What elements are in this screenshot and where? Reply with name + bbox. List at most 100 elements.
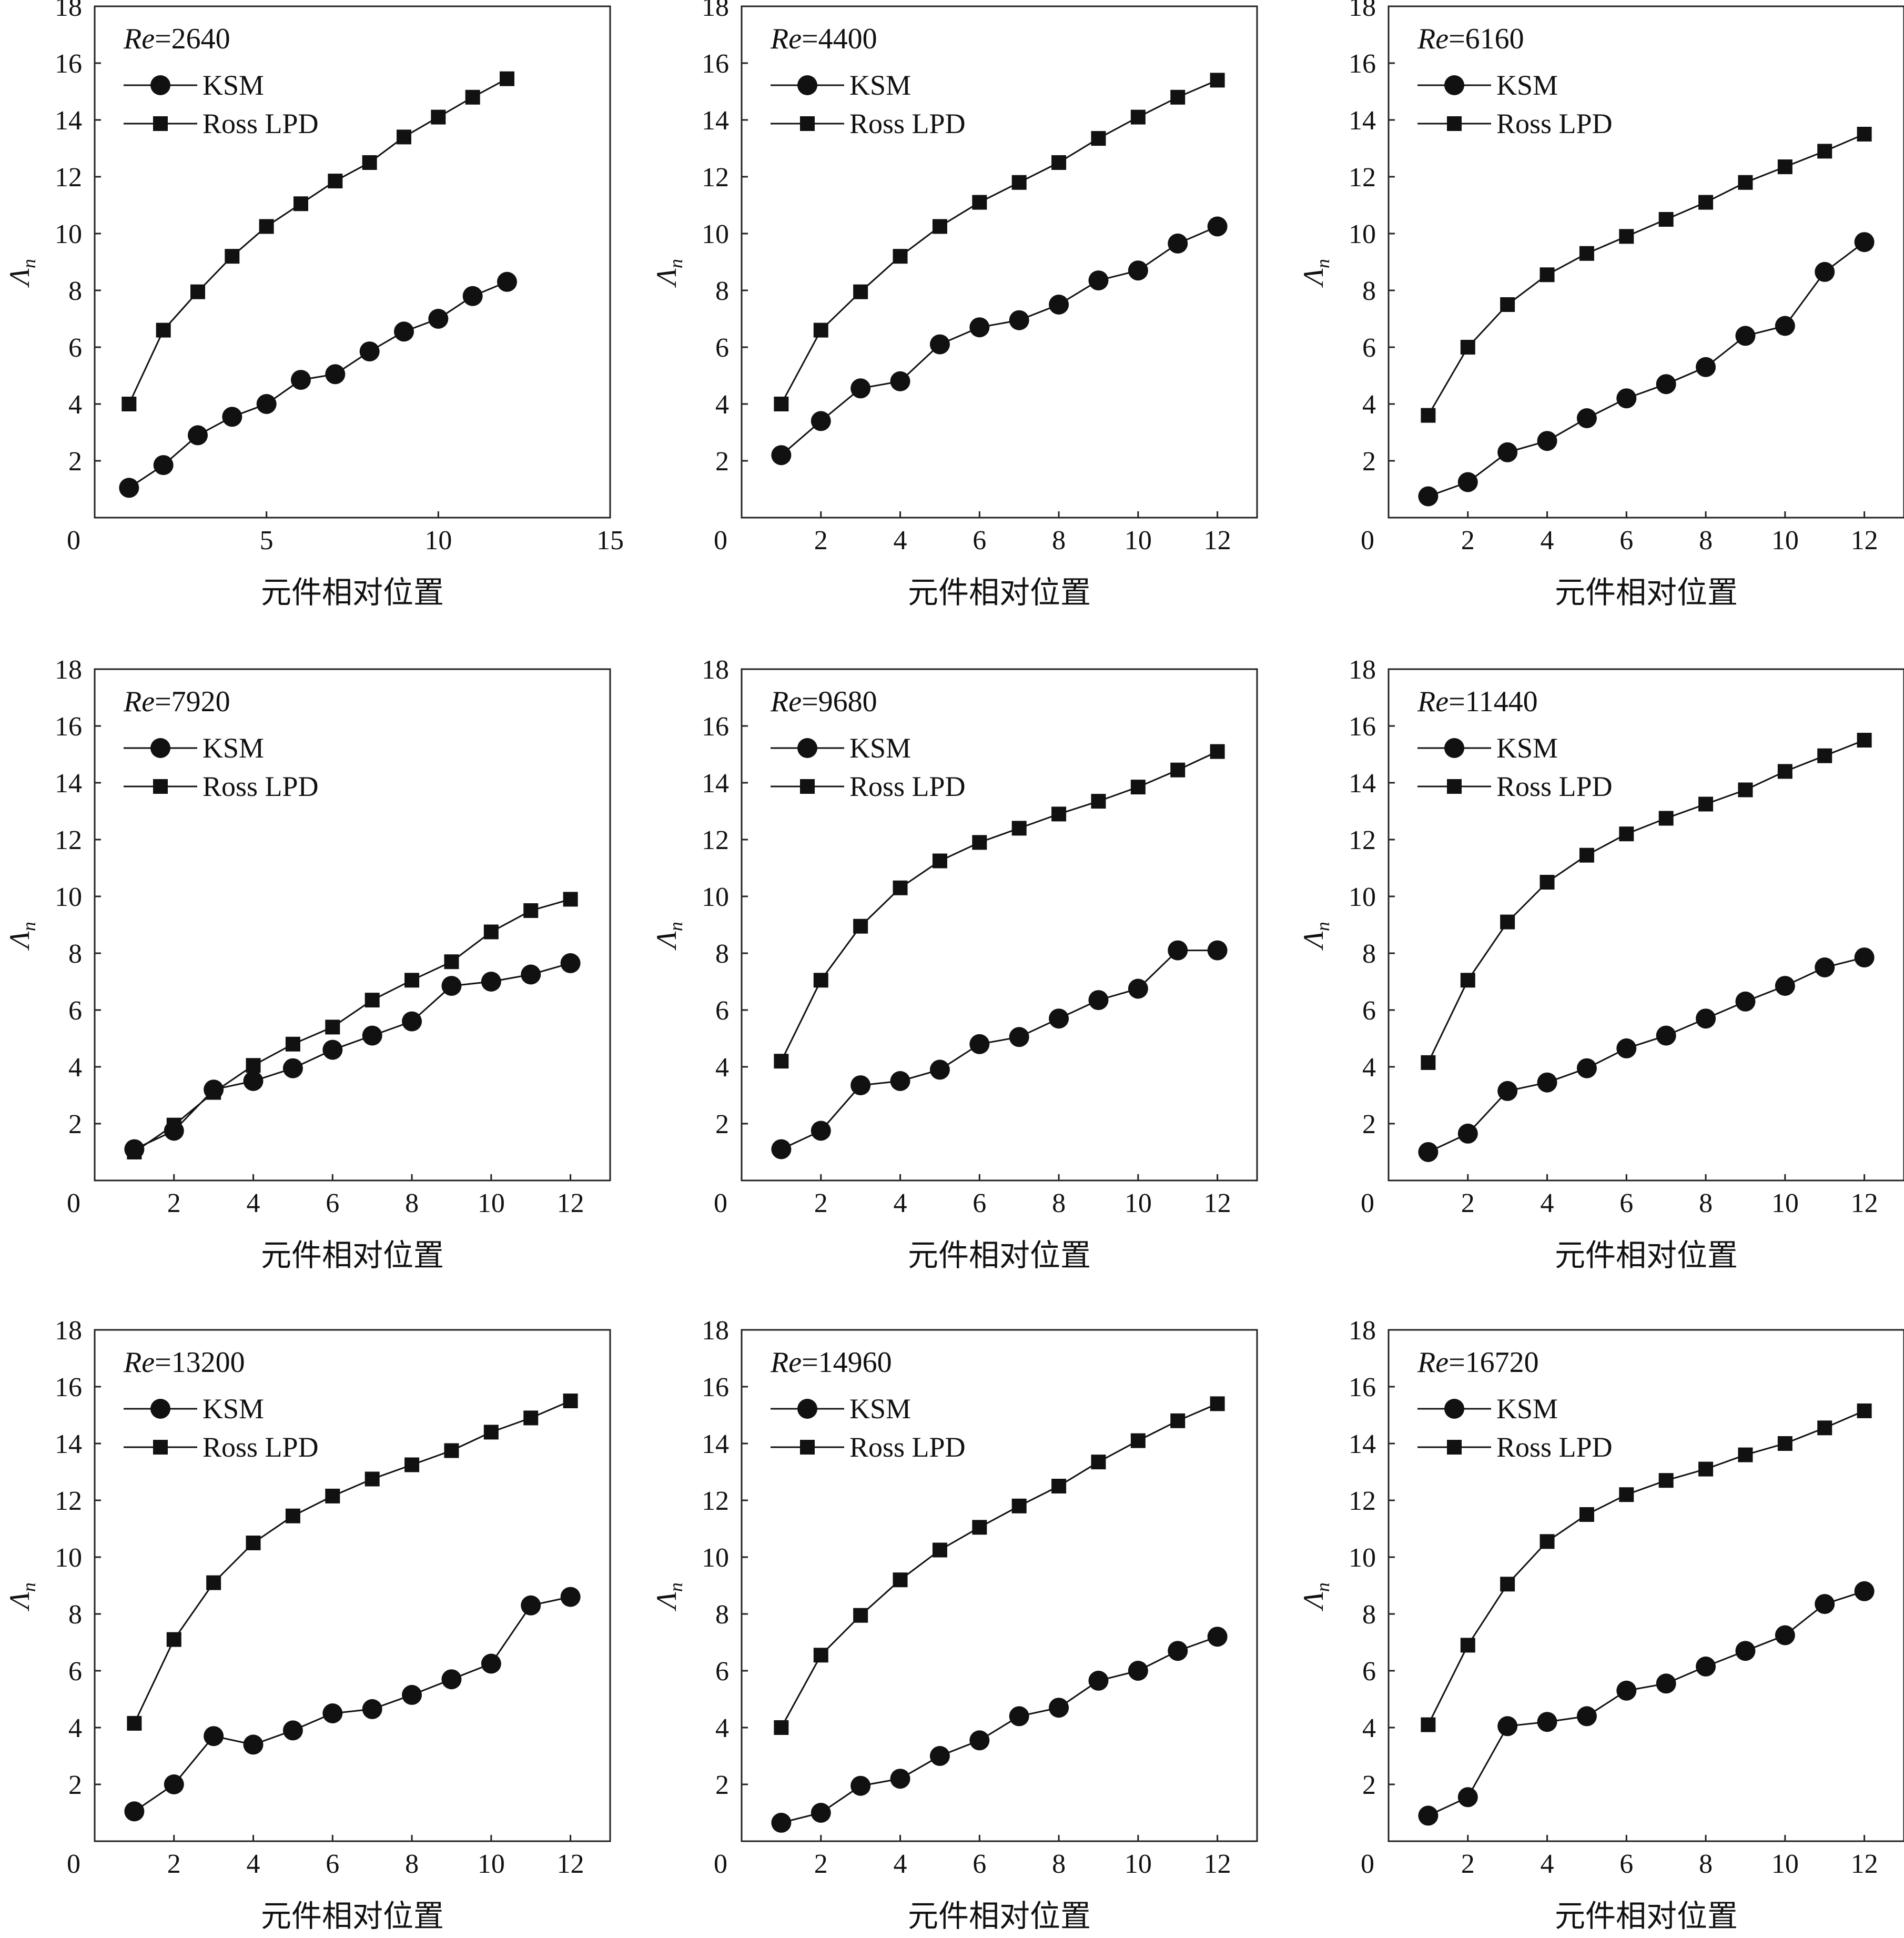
origin-tick-label: 0 [714, 526, 727, 556]
re-equals: = [1449, 23, 1465, 55]
legend-entry-ross-lpd: Ross LPD [1417, 1431, 1613, 1463]
x-tick-label: 10 [424, 526, 452, 556]
data-point [1777, 764, 1792, 779]
legend-circle-marker [150, 75, 170, 95]
legend-label: KSM [1496, 1393, 1558, 1425]
data-point [428, 309, 449, 329]
x-axis-label: 元件相对位置 [908, 576, 1091, 610]
data-point [1619, 826, 1634, 842]
series-ksm [771, 216, 1228, 466]
y-tick-label: 6 [715, 1657, 729, 1687]
y-tick-label: 18 [1349, 655, 1376, 685]
legend-entry-ross-lpd: Ross LPD [1417, 771, 1613, 802]
series-ross-lpd [774, 1396, 1225, 1735]
legend-label: Ross LPD [849, 1431, 966, 1463]
y-tick-label: 8 [715, 939, 729, 969]
data-point [1854, 947, 1875, 968]
y-axis-subscript: n [18, 1582, 39, 1592]
y-tick-label: 6 [715, 333, 729, 363]
y-tick-label: 2 [715, 1109, 729, 1139]
data-point [1854, 1581, 1875, 1601]
data-point [1207, 940, 1228, 961]
y-tick-label: 6 [715, 996, 729, 1026]
legend-entry-ross-lpd: Ross LPD [771, 771, 966, 802]
data-point [813, 1648, 828, 1663]
x-tick-label: 4 [894, 1188, 907, 1218]
y-tick-label: 10 [55, 1543, 82, 1573]
data-point [441, 1669, 462, 1690]
series-line [1427, 133, 1865, 416]
x-tick-label: 10 [1771, 1849, 1799, 1879]
data-point [246, 1058, 261, 1073]
legend-label: KSM [202, 732, 264, 764]
data-point [850, 378, 871, 399]
y-axis-symbol: Λ [4, 1592, 35, 1612]
re-symbol: Re [123, 1346, 155, 1379]
data-point [364, 1471, 380, 1487]
y-tick-label: 4 [715, 1053, 729, 1083]
data-point [1011, 821, 1027, 836]
data-point [523, 903, 539, 918]
data-point [890, 371, 910, 391]
y-tick-label: 12 [1349, 1486, 1376, 1516]
data-point [166, 1632, 181, 1647]
x-tick-label: 8 [1699, 526, 1713, 556]
data-point [364, 993, 380, 1008]
x-tick-label: 6 [973, 526, 986, 556]
data-point [1540, 875, 1555, 890]
series-ross-lpd [127, 1394, 578, 1731]
x-tick-label: 12 [1851, 526, 1878, 556]
origin-tick-label: 0 [1361, 526, 1374, 556]
y-tick-label: 18 [702, 0, 729, 22]
plot-frame [94, 1329, 611, 1842]
data-point [1854, 232, 1875, 253]
y-tick-label: 16 [1349, 1372, 1376, 1402]
re-annotation: Re=4400 [770, 23, 877, 55]
data-point [1775, 976, 1795, 996]
x-tick-label: 4 [1541, 1849, 1554, 1879]
series-line [134, 898, 571, 1153]
data-point [929, 1059, 950, 1080]
data-point [1735, 326, 1756, 346]
data-point [1576, 1706, 1597, 1727]
data-point [853, 284, 868, 299]
origin-tick-label: 0 [714, 1849, 727, 1879]
y-axis-label: Λn [1298, 922, 1333, 951]
legend-circle-marker [1444, 1399, 1464, 1419]
legend-label: KSM [849, 732, 911, 764]
legend-label: Ross LPD [202, 771, 319, 802]
y-axis-label: Λn [4, 1582, 39, 1612]
re-symbol: Re [123, 23, 155, 55]
y-axis-label: Λn [4, 259, 39, 288]
data-point [1049, 295, 1069, 315]
data-point [1537, 1712, 1557, 1732]
y-axis-subscript: n [665, 259, 686, 268]
x-tick-label: 4 [247, 1188, 260, 1218]
y-tick-label: 2 [715, 1770, 729, 1800]
re-annotation: Re=14960 [770, 1346, 892, 1379]
legend-square-marker [1447, 779, 1462, 794]
re-equals: = [1449, 685, 1465, 718]
data-point [523, 1410, 539, 1426]
origin-tick-label: 0 [67, 1188, 80, 1218]
data-point [1777, 159, 1792, 175]
data-point [397, 129, 411, 145]
data-point [1775, 316, 1795, 336]
data-point [1579, 1507, 1594, 1522]
y-axis-subscript: n [1312, 1582, 1333, 1592]
data-point [362, 1699, 382, 1719]
re-equals: = [155, 23, 171, 55]
legend-circle-marker [797, 1399, 817, 1419]
legend-circle-marker [150, 1399, 170, 1419]
x-tick-label: 2 [167, 1849, 181, 1879]
legend-label: Ross LPD [202, 108, 319, 139]
x-tick-label: 8 [405, 1849, 419, 1879]
y-tick-label: 2 [715, 447, 729, 477]
y-tick-label: 16 [1349, 712, 1376, 742]
y-tick-label: 8 [1362, 939, 1376, 969]
legend-entry-ksm: KSM [124, 1393, 264, 1425]
plot-frame [1388, 5, 1904, 519]
x-tick-label: 10 [478, 1188, 505, 1218]
x-tick-label: 4 [1541, 526, 1554, 556]
y-tick-label: 16 [702, 49, 729, 79]
